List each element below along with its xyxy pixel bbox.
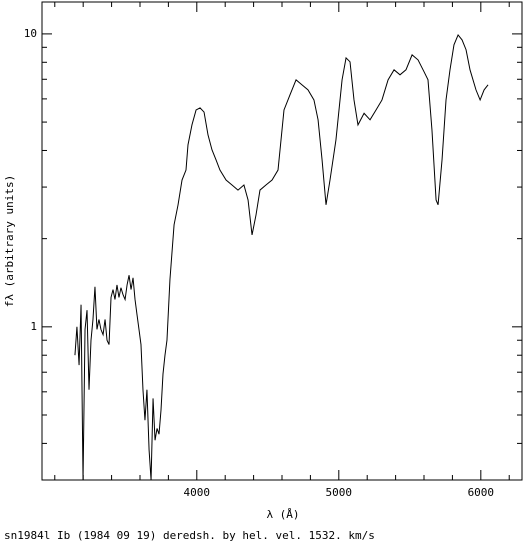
chart-title: sn1984l Ib (1984 09 19) deredsh. by hel.… bbox=[4, 529, 375, 542]
plot-frame bbox=[41, 1, 523, 481]
spectrum-line bbox=[74, 33, 489, 480]
x-axis-label: λ (Å) bbox=[266, 508, 299, 521]
x-tick-label: 5000 bbox=[326, 486, 353, 499]
y-tick-label: 1 bbox=[30, 320, 37, 333]
y-tick-label: 10 bbox=[24, 27, 37, 40]
x-tick-label: 6000 bbox=[468, 486, 495, 499]
x-tick-label: 4000 bbox=[184, 486, 211, 499]
y-axis-label: fλ (arbitrary units) bbox=[3, 175, 16, 307]
